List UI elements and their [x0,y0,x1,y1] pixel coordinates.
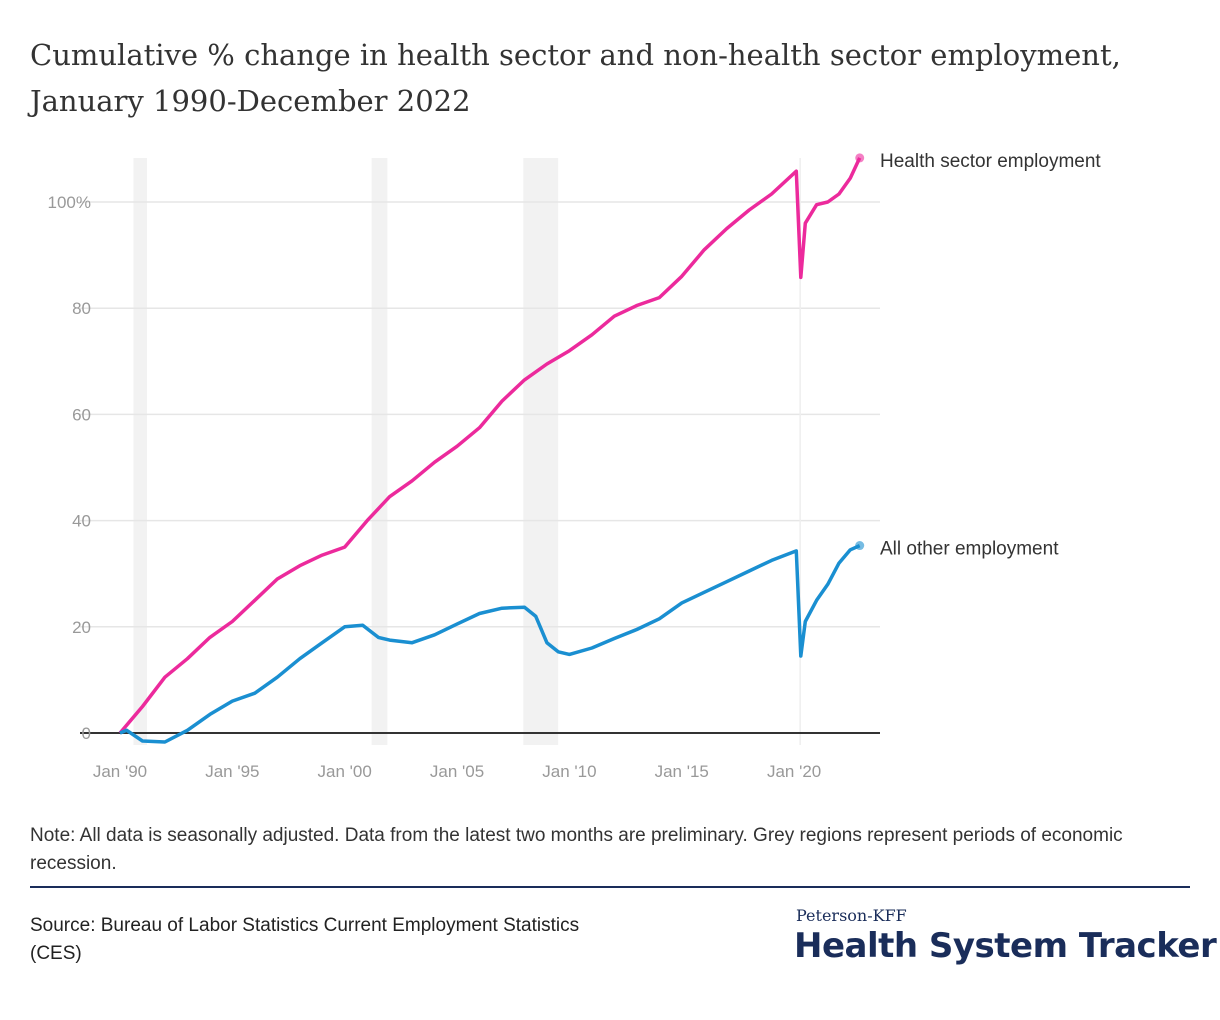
x-tick-label: Jan '05 [430,762,484,781]
y-tick-label: 80 [72,299,91,318]
x-tick-label: Jan '90 [93,762,147,781]
recession-band [523,158,559,745]
y-tick-label: 40 [72,512,91,531]
y-tick-label: 60 [72,405,91,424]
series-line [118,157,862,735]
x-tick-label: Jan '20 [767,762,821,781]
divider [30,886,1190,888]
y-tick-label: 100% [48,193,91,212]
series-line [119,544,861,744]
series-end-point [855,153,865,163]
series-label: All other employment [880,539,1059,560]
logo-health-system-tracker: Health System Tracker [794,926,1217,966]
logo-peterson-kff: Peterson-KFF [796,906,907,925]
y-tick-label: 0 [82,724,91,743]
recession-band [371,158,388,745]
x-tick-label: Jan '10 [542,762,596,781]
note: Note: All data is seasonally adjusted. D… [30,825,1123,874]
x-tick-label: Jan '95 [205,762,259,781]
source: Source: Bureau of Labor Statistics Curre… [30,915,580,964]
line-chart: 0 20 40 60 80 100% Jan '90 Jan '95 Jan '00 Jan '0… [48,151,1102,781]
series-label: Health sector employment [880,151,1101,172]
x-tick-label: Jan '00 [318,762,372,781]
x-tick-label: Jan '15 [655,762,709,781]
series-end-point [855,541,865,551]
chart-title: Cumulative % change in health sector and… [30,38,1121,118]
recession-band [133,158,147,745]
y-tick-label: 20 [72,618,91,637]
